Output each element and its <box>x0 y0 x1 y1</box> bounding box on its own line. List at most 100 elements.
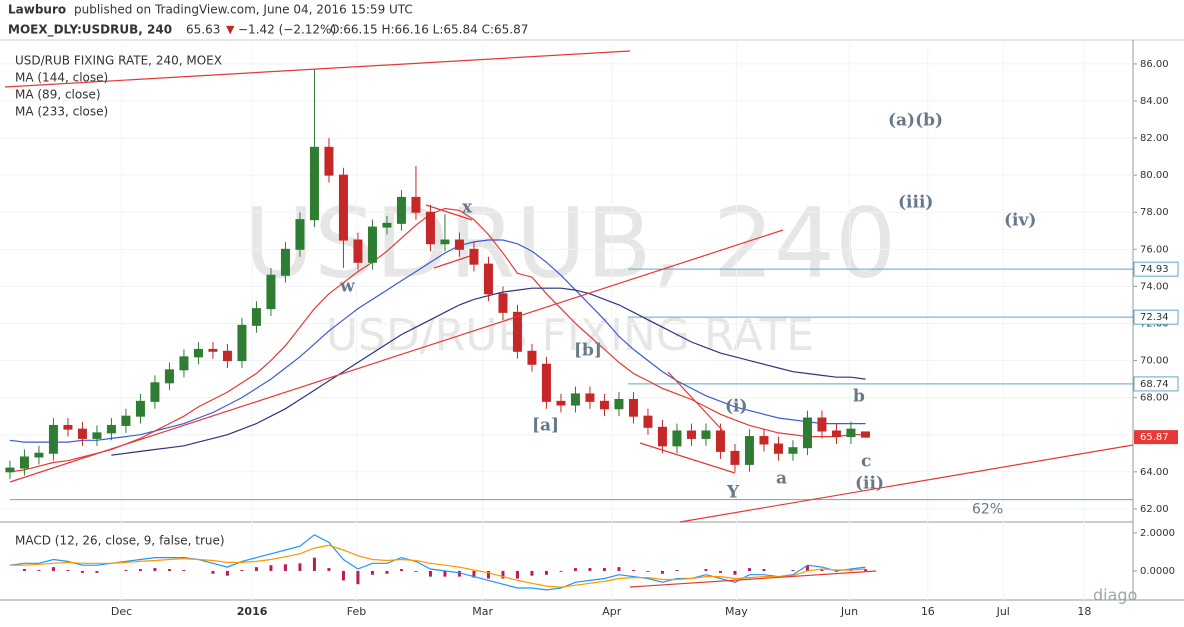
candle-body <box>512 311 522 352</box>
level-label-box <box>1133 309 1179 325</box>
candle-body <box>19 456 29 469</box>
wave-label: b <box>853 387 865 407</box>
ohlc: O:66.15 H:66.16 L:65.84 C:65.87 <box>330 23 528 37</box>
wave-label: [b] <box>574 341 602 361</box>
price-label-box <box>1134 430 1178 445</box>
y-tick-label: 62.00 <box>1140 504 1169 515</box>
wave-label: w <box>339 277 355 297</box>
candle-body <box>730 450 740 465</box>
candle-body <box>657 426 667 447</box>
watermark: USDRUB, 240 <box>244 187 896 299</box>
trend-line <box>4 50 631 88</box>
y-tick-label: 64.00 <box>1140 467 1169 478</box>
candle-body <box>541 363 551 402</box>
x-tick-label: 2016 <box>237 605 268 618</box>
fib-label: 62% <box>972 502 1003 518</box>
author: Lawburo <box>8 3 66 17</box>
chart-title: USD/RUB FIXING RATE, 240, MOEX <box>15 54 222 68</box>
change: −1.42 (−2.12%) <box>238 23 336 37</box>
candle-body <box>556 400 566 406</box>
candle-body <box>150 382 160 402</box>
candle-body <box>411 196 421 213</box>
candle-body <box>164 369 174 384</box>
candle-body <box>744 436 754 465</box>
y-tick-label: 70.00 <box>1140 356 1169 367</box>
candle-body <box>701 430 711 439</box>
wave-label: Y <box>726 483 740 503</box>
candle-body <box>179 356 189 371</box>
wave-label: (iv) <box>1004 211 1036 231</box>
trend-line <box>9 229 784 483</box>
candle-body <box>788 447 798 454</box>
candle-body <box>585 393 595 402</box>
wave-label: x <box>462 198 473 218</box>
y-tick-label: 74.00 <box>1140 281 1169 292</box>
x-tick-label: May <box>725 605 748 618</box>
y-tick-label: 2.0000 <box>1140 528 1175 539</box>
x-tick-label: Jul <box>996 605 1010 618</box>
trend-line <box>425 204 473 221</box>
candle-body <box>77 428 87 439</box>
candle-body <box>846 428 856 438</box>
candle-body <box>338 174 348 241</box>
wave-label: c <box>861 452 871 472</box>
candle-body <box>614 398 624 410</box>
candle-body <box>527 350 537 365</box>
candle-body <box>280 248 290 276</box>
legend-entry: MA (233, close) <box>15 105 108 119</box>
candle-body <box>599 400 609 410</box>
x-tick-label: Jun <box>840 605 858 618</box>
candle-body <box>367 226 377 263</box>
candle-body <box>353 239 363 263</box>
macd-title: MACD (12, 26, close, 9, false, true) <box>15 534 225 548</box>
wave-label: [a] <box>532 416 559 436</box>
watermark-small: diago <box>1093 586 1137 605</box>
candle-body <box>396 196 406 224</box>
wave-label: (i) <box>725 397 748 417</box>
y-tick-label: 78.00 <box>1140 207 1169 218</box>
level-label: 72.34 <box>1140 312 1169 323</box>
candle-body <box>382 222 392 228</box>
candle-body <box>672 430 682 447</box>
level-label: 68.74 <box>1140 379 1169 390</box>
candle-body <box>266 274 276 310</box>
y-tick-label: 80.00 <box>1140 170 1169 181</box>
candle-body <box>759 436 769 445</box>
candle-body <box>324 146 334 176</box>
candle-body <box>498 293 508 313</box>
y-tick-label: 76.00 <box>1140 244 1169 255</box>
trend-line <box>667 371 725 433</box>
level-label-box <box>1133 376 1179 392</box>
candle-body <box>860 431 870 438</box>
candle-body <box>802 417 812 449</box>
candle-body <box>121 415 131 426</box>
symbol: MOEX_DLY:USDRUB, 240 <box>8 23 172 38</box>
trend-line <box>639 442 736 474</box>
candle-body <box>715 430 725 452</box>
candle-body <box>570 393 580 406</box>
y-tick-label: 0.0000 <box>1140 566 1175 577</box>
last-price: 65.63 <box>186 23 220 37</box>
x-tick-label: 18 <box>1077 605 1091 618</box>
series-line <box>9 207 866 473</box>
trend-lines <box>4 50 1134 588</box>
candle-body <box>222 350 232 362</box>
candle-body <box>686 430 696 439</box>
x-tick-label: Dec <box>111 605 132 618</box>
candle-body <box>208 348 218 352</box>
x-tick-label: Feb <box>347 605 366 618</box>
wave-label: (a)(b) <box>888 111 943 131</box>
legend-entry: MA (89, close) <box>15 88 101 102</box>
level-label: 74.93 <box>1140 264 1169 275</box>
wave-label: (iii) <box>898 193 933 213</box>
candle-body <box>628 398 638 417</box>
candle-body <box>5 467 15 473</box>
x-tick-label: Mar <box>472 605 493 618</box>
candle-body <box>773 443 783 454</box>
candle-body <box>831 430 841 438</box>
candle-body <box>34 452 44 458</box>
candle-body <box>237 324 247 362</box>
y-tick-label: 82.00 <box>1140 133 1169 144</box>
candle-body <box>251 308 261 326</box>
